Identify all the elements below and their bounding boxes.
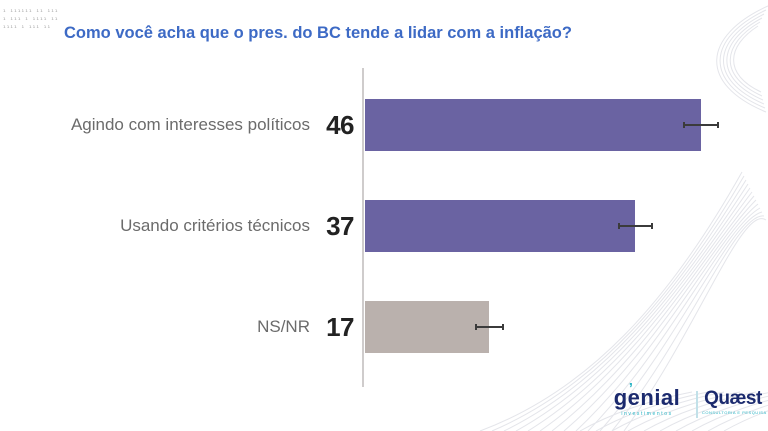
bar [365,200,636,252]
value-label: 46 [326,110,354,140]
quaest-logo-subtitle: CONSULTORIA E PESQUISA [702,410,767,415]
logo-divider [696,391,698,418]
error-bar [617,223,653,229]
category-label: NS/NR [257,317,310,336]
bar-row: Agindo com interesses políticos 46 [0,99,768,151]
bar [365,301,490,353]
fine-print-line: ı ııı ı ıııı ıı [3,17,59,22]
bar-row: Usando critérios técnicos 37 [0,200,768,252]
fine-print-line: ı ıııııı ıı ııı [3,9,59,14]
category-label: Usando critérios técnicos [120,216,310,235]
fine-print: ı ıııııı ıı ııı ı ııı ı ıııı ıı ıııı ı ı… [3,8,59,32]
value-label: 17 [326,312,354,342]
error-bar [474,324,504,330]
fine-print-line: ıııı ı ııı ıı [3,25,52,30]
quaest-logo-text: Quæst [704,388,762,409]
genial-logo: genial’ investimentos [602,380,692,417]
genial-logo-subtitle: investimentos [621,411,673,417]
bar [365,99,701,151]
bar-row: NS/NR 17 [0,301,768,353]
quaest-logo: Quæst CONSULTORIA E PESQUISA [702,388,767,415]
category-label: Agindo com interesses políticos [70,115,310,134]
genial-logo-text: genial’ [613,380,681,410]
error-bar [682,122,720,128]
axis-line [362,68,364,387]
genial-accent-mark: ’ [628,380,634,397]
chart-title: Como você acha que o pres. do BC tende a… [64,24,572,42]
value-label: 37 [326,211,354,241]
